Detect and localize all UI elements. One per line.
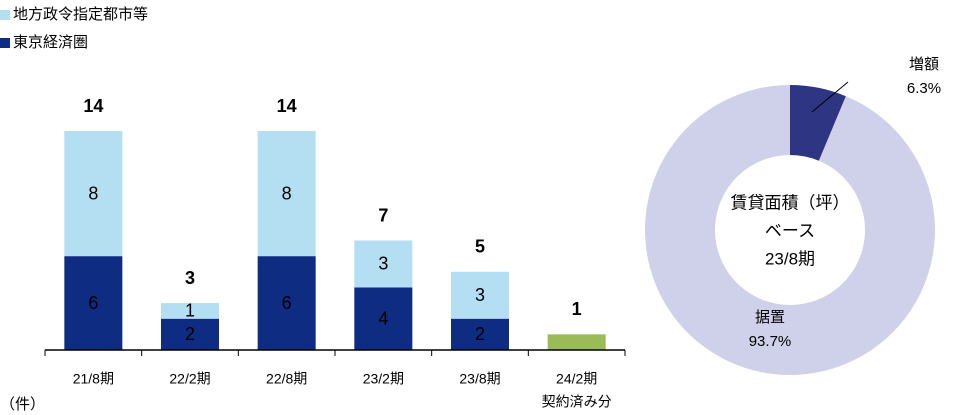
segment-label: 8	[282, 183, 292, 203]
legend-label: 東京経済圏	[13, 34, 88, 51]
y-unit: （件）	[0, 396, 45, 413]
total-label: 14	[277, 96, 297, 116]
x-tick-label: 21/8期	[73, 371, 114, 387]
bar-segment	[161, 318, 219, 350]
x-tick-label: 22/8期	[266, 371, 307, 387]
segment-label: 2	[185, 324, 195, 344]
bar-segment	[257, 131, 316, 257]
segment-label: 6	[282, 293, 292, 313]
segment-label: 6	[88, 293, 98, 313]
bar-segment	[257, 256, 316, 350]
bar-segment	[451, 318, 509, 350]
total-label: 7	[378, 205, 388, 225]
total-label: 3	[185, 268, 195, 288]
legend-label: 地方政令指定都市等	[13, 5, 148, 23]
x-tick-label: 24/2期	[556, 371, 597, 387]
center-label: 賃貸面積（坪）	[731, 193, 850, 212]
segment-name: 増額	[909, 56, 939, 73]
segment-label: 8	[88, 183, 98, 203]
segment-name: 据置	[755, 309, 785, 326]
legend-swatch	[0, 38, 10, 48]
segment-label: 2	[475, 324, 485, 344]
segment-label: 1	[185, 301, 195, 321]
total-label: 1	[572, 299, 582, 319]
leader-line	[811, 81, 849, 113]
center-label: ベース	[765, 221, 815, 240]
total-label: 5	[475, 237, 485, 257]
x-tick-label: 23/2期	[363, 371, 404, 387]
bar-segment	[354, 287, 413, 350]
bar-segment	[64, 131, 123, 257]
segment-value: 93.7%	[749, 333, 792, 350]
segment-value: 6.3%	[907, 80, 941, 97]
segment-label: 3	[475, 285, 485, 305]
bar-segment	[547, 334, 606, 350]
segment-label: 4	[378, 308, 388, 328]
total-label: 14	[83, 96, 103, 116]
bar-segment	[161, 303, 219, 319]
x-tick-note: 契約済み分	[542, 394, 612, 410]
x-tick-label: 22/2期	[169, 371, 210, 387]
segment-label: 3	[378, 254, 388, 274]
bar-segment	[451, 271, 509, 319]
donut-segment	[645, 85, 935, 375]
legend-swatch	[0, 10, 10, 20]
x-tick-label: 23/8期	[459, 371, 500, 387]
center-label: 23/8期	[765, 249, 815, 268]
donut-segment	[790, 85, 846, 161]
bar-segment	[64, 256, 123, 350]
bar-segment	[354, 240, 413, 288]
